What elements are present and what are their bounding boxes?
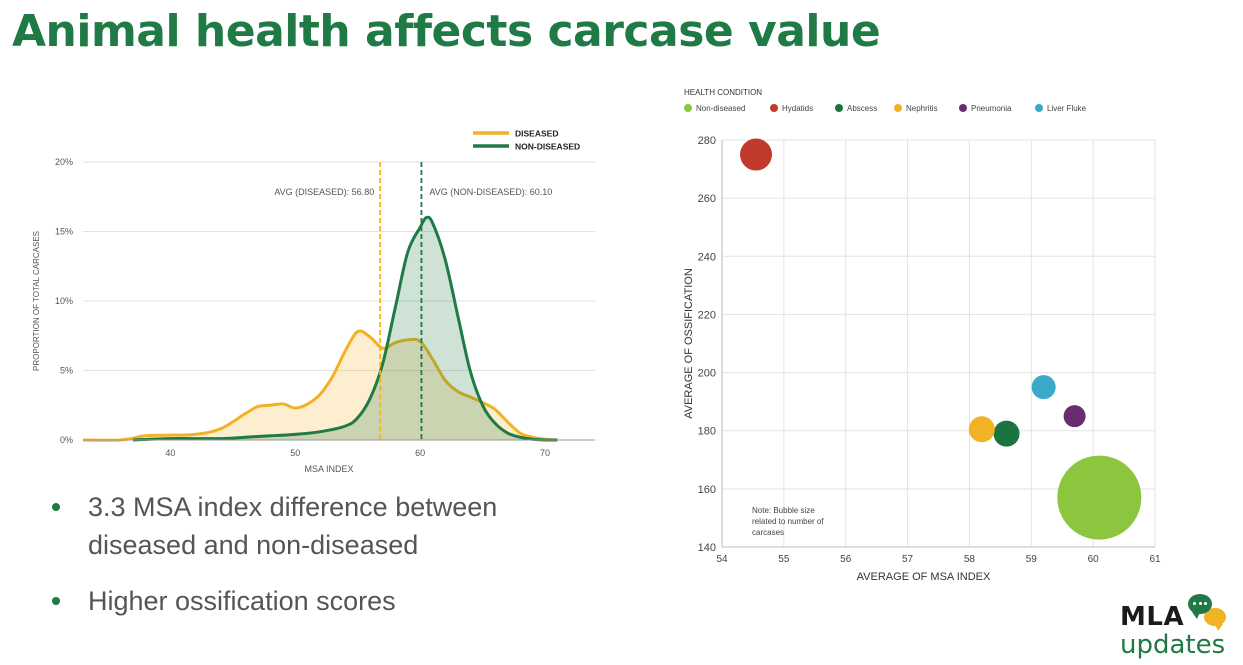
- speech-bubble-green-icon: [1188, 594, 1212, 619]
- bullet-item: 3.3 MSA index difference between disease…: [52, 488, 612, 564]
- bubble-non-diseased: [1057, 455, 1142, 540]
- logo-brand: MLA: [1120, 602, 1185, 632]
- legend-dot: [959, 104, 967, 112]
- legend-dot: [770, 104, 778, 112]
- avg-label: AVG (DISEASED): 56.80: [274, 187, 374, 197]
- legend-label: Liver Fluke: [1047, 104, 1087, 113]
- series-line-diseased: [82, 329, 558, 442]
- series-area-non-diseased: [133, 217, 558, 441]
- x-tick-label: 50: [290, 448, 300, 458]
- y-axis-title: AVERAGE OF OSSIFICATION: [683, 268, 695, 419]
- density-chart: 0% 5% 10% 15% 20% 40 50 60 70 AVG (DISEASED): 56.…: [32, 129, 595, 474]
- x-tick-label: 70: [540, 448, 550, 458]
- y-axis-title: PROPORTION OF TOTAL CARCASES: [32, 231, 41, 371]
- x-tick-label: 59: [1026, 554, 1038, 565]
- y-tick-label: 260: [698, 193, 716, 205]
- x-tick-label: 55: [778, 554, 790, 565]
- bubble-size-note: carcases: [752, 528, 784, 537]
- y-tick-label: 5%: [60, 366, 73, 376]
- bubble-pneumonia: [1063, 405, 1086, 428]
- legend-label: DISEASED: [515, 129, 558, 139]
- avg-label: AVG (NON-DISEASED): 60.10: [429, 187, 552, 197]
- legend-dot: [835, 104, 843, 112]
- bullet-text: Higher ossification scores: [88, 586, 396, 616]
- y-tick-label: 180: [698, 426, 716, 438]
- x-axis-title: AVERAGE OF MSA INDEX: [857, 571, 991, 583]
- y-tick-label: 0%: [60, 435, 73, 445]
- y-tick-label: 140: [698, 542, 716, 554]
- bubble-hydatids: [740, 138, 773, 171]
- x-tick-label: 57: [902, 554, 914, 565]
- y-tick-label: 20%: [55, 157, 73, 167]
- legend-label: Nephritis: [906, 104, 938, 113]
- y-tick-label: 10%: [55, 296, 73, 306]
- bubble-size-note: related to number of: [752, 517, 824, 526]
- bubble-abscess: [993, 420, 1020, 447]
- legend-title: HEALTH CONDITION: [684, 88, 762, 97]
- x-tick-label: 54: [716, 554, 728, 565]
- series-line-non-diseased: [132, 215, 558, 442]
- y-tick-label: 160: [698, 484, 716, 496]
- x-axis-title: MSA INDEX: [304, 464, 353, 474]
- bullet-list: 3.3 MSA index difference between disease…: [52, 488, 612, 638]
- legend-label: Hydatids: [782, 104, 813, 113]
- speech-bubble-yellow-icon: [1204, 608, 1226, 631]
- x-tick-label: 40: [165, 448, 175, 458]
- legend-label: Pneumonia: [971, 104, 1012, 113]
- legend-label: NON-DISEASED: [515, 142, 580, 152]
- bullet-dot-icon: [52, 597, 60, 605]
- bubble-chart: HEALTH CONDITION Non-diseased Hydatids Absc…: [683, 88, 1161, 583]
- y-tick-label: 280: [698, 135, 716, 147]
- legend-label: Abscess: [847, 104, 877, 113]
- slide-title: Animal health affects carcase value: [12, 6, 881, 57]
- x-tick-label: 58: [964, 554, 976, 565]
- mla-updates-logo: MLA updates: [1112, 590, 1232, 660]
- x-tick-label: 60: [415, 448, 425, 458]
- bubble-liver-fluke: [1031, 375, 1056, 400]
- legend-dot: [894, 104, 902, 112]
- bubble-nephritis: [968, 416, 995, 443]
- legend-label: Non-diseased: [696, 104, 745, 113]
- bullet-text: 3.3 MSA index difference between disease…: [88, 492, 498, 560]
- y-tick-label: 200: [698, 368, 716, 380]
- x-tick-label: 60: [1088, 554, 1100, 565]
- x-tick-label: 61: [1149, 554, 1161, 565]
- series-area-diseased: [83, 331, 558, 441]
- logo-subtext: updates: [1120, 630, 1226, 660]
- x-tick-label: 56: [840, 554, 852, 565]
- y-tick-label: 240: [698, 251, 716, 263]
- y-tick-label: 15%: [55, 227, 73, 237]
- legend-dot: [1035, 104, 1043, 112]
- bubble-size-note: Note: Bubble size: [752, 506, 815, 515]
- y-tick-label: 220: [698, 309, 716, 321]
- bullet-item: Higher ossification scores: [52, 582, 612, 620]
- bullet-dot-icon: [52, 503, 60, 511]
- legend-dot: [684, 104, 692, 112]
